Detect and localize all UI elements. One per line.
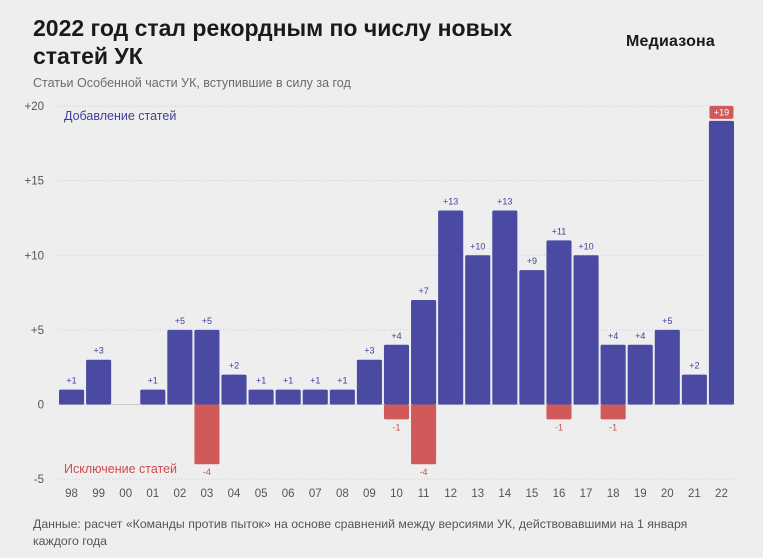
bar-added-14 (492, 210, 518, 405)
bar-added-12 (438, 210, 464, 405)
bar-added-13 (465, 255, 491, 405)
data-label-added-01: +1 (148, 376, 158, 386)
x-tick-label: 05 (255, 488, 268, 500)
y-tick-label: +20 (24, 101, 44, 113)
legend-removed: Исключение статей (64, 462, 177, 476)
x-tick-label: 22 (715, 488, 728, 500)
data-label-added-04: +2 (229, 361, 239, 371)
data-label-added-22: +19 (714, 107, 729, 117)
data-label-added-06: +1 (283, 376, 293, 386)
bar-added-99 (86, 359, 112, 405)
bar-added-98 (59, 389, 85, 405)
bar-added-04 (221, 374, 247, 405)
y-tick-label: -5 (34, 474, 44, 486)
bar-added-09 (356, 359, 382, 405)
bar-added-16 (546, 240, 572, 405)
x-tick-label: 18 (607, 488, 620, 500)
x-tick-label: 14 (498, 488, 511, 500)
data-label-removed-16: -1 (555, 422, 563, 432)
bar-added-15 (519, 270, 545, 405)
data-label-added-13: +10 (470, 241, 485, 251)
x-tick-label: 13 (471, 488, 484, 500)
data-label-added-09: +3 (364, 346, 374, 356)
bar-removed-10 (383, 404, 410, 420)
bar-removed-18 (600, 404, 626, 420)
x-tick-label: 09 (363, 488, 376, 500)
data-label-added-15: +9 (527, 256, 537, 266)
data-label-removed-18: -1 (609, 422, 617, 432)
bar-added-22 (708, 120, 734, 405)
data-label-removed-03: -4 (203, 467, 211, 477)
x-tick-label: 00 (119, 488, 132, 500)
bar-added-03 (194, 329, 220, 405)
chart-title: 2022 год стал рекордным по числу новых с… (33, 15, 513, 69)
bar-removed-16 (546, 404, 572, 420)
x-tick-label: 03 (201, 488, 214, 500)
bar-added-06 (275, 389, 301, 405)
source-note: Данные: расчет «Команды против пыток» на… (33, 517, 688, 548)
data-label-removed-10: -1 (392, 422, 400, 432)
x-tick-label: 02 (173, 488, 186, 500)
x-tick-label: 21 (688, 488, 701, 500)
bar-added-21 (681, 374, 707, 405)
x-tick-label: 08 (336, 488, 349, 500)
data-label-added-14: +13 (497, 196, 512, 206)
x-tick-label: 15 (526, 488, 539, 500)
bar-added-18 (600, 344, 626, 405)
x-tick-label: 20 (661, 488, 674, 500)
data-label-added-10: +4 (391, 331, 401, 341)
bar-added-20 (654, 329, 680, 405)
x-tick-label: 04 (228, 488, 241, 500)
x-tick-label: 98 (65, 488, 78, 500)
x-tick-label: 19 (634, 488, 647, 500)
x-tick-label: 07 (309, 488, 322, 500)
x-tick-label: 06 (282, 488, 295, 500)
data-label-added-05: +1 (256, 376, 266, 386)
bar-added-05 (248, 389, 274, 405)
data-label-added-07: +1 (310, 376, 320, 386)
data-label-added-11: +7 (418, 286, 428, 296)
bar-added-02 (167, 329, 193, 405)
x-tick-label: 16 (553, 488, 566, 500)
bar-added-10 (383, 344, 410, 405)
data-label-added-03: +5 (202, 316, 212, 326)
legend-added: Добавление статей (64, 109, 176, 123)
data-label-added-19: +4 (635, 331, 645, 341)
data-label-added-12: +13 (443, 196, 458, 206)
data-label-added-99: +3 (93, 346, 103, 356)
chart-subtitle: Статьи Особенной части УК, вступившие в … (33, 76, 351, 90)
bar-added-01 (140, 389, 166, 405)
y-tick-label: 0 (38, 400, 44, 412)
x-tick-label: 11 (418, 488, 430, 500)
mediazona-logo: Медиазона (626, 33, 716, 50)
data-label-added-20: +5 (662, 316, 672, 326)
x-tick-label: 10 (390, 488, 403, 500)
data-label-added-16: +11 (552, 226, 567, 236)
data-label-added-08: +1 (337, 376, 347, 386)
data-label-added-98: +1 (66, 376, 76, 386)
x-tick-label: 17 (580, 488, 593, 500)
bar-removed-03 (194, 404, 220, 465)
data-label-added-21: +2 (689, 361, 699, 371)
bar-removed-11 (411, 404, 437, 465)
x-tick-label: 01 (146, 488, 159, 500)
data-label-added-18: +4 (608, 331, 618, 341)
bar-added-08 (329, 389, 355, 405)
data-label-removed-11: -4 (420, 467, 428, 477)
y-tick-label: +10 (24, 250, 44, 262)
data-label-added-17: +10 (578, 241, 593, 251)
y-tick-label: +5 (31, 325, 44, 337)
x-tick-label: 12 (444, 488, 457, 500)
bar-added-17 (573, 255, 599, 405)
bar-added-11 (411, 300, 437, 405)
bar-added-19 (627, 344, 653, 405)
data-label-added-02: +5 (175, 316, 185, 326)
data-label-badge (709, 105, 734, 119)
bar-added-07 (302, 389, 328, 405)
x-tick-label: 99 (92, 488, 105, 500)
y-tick-label: +15 (24, 176, 44, 188)
